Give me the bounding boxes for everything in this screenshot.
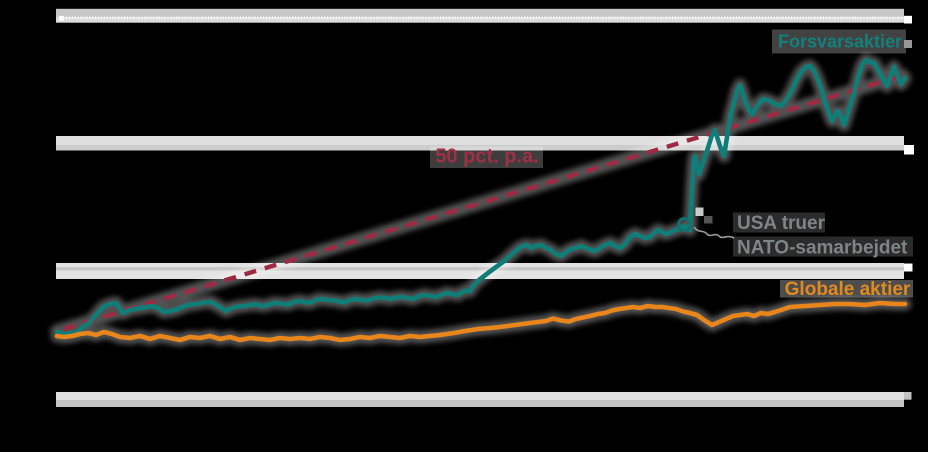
- svg-text:50 pct. p.a.: 50 pct. p.a.: [435, 145, 538, 167]
- svg-text:USA truer: USA truer: [737, 213, 826, 234]
- svg-text:Globale aktier: Globale aktier: [785, 279, 911, 300]
- svg-text:Forsvarsaktier: Forsvarsaktier: [778, 32, 902, 52]
- svg-text:NATO-samarbejdet: NATO-samarbejdet: [737, 238, 908, 259]
